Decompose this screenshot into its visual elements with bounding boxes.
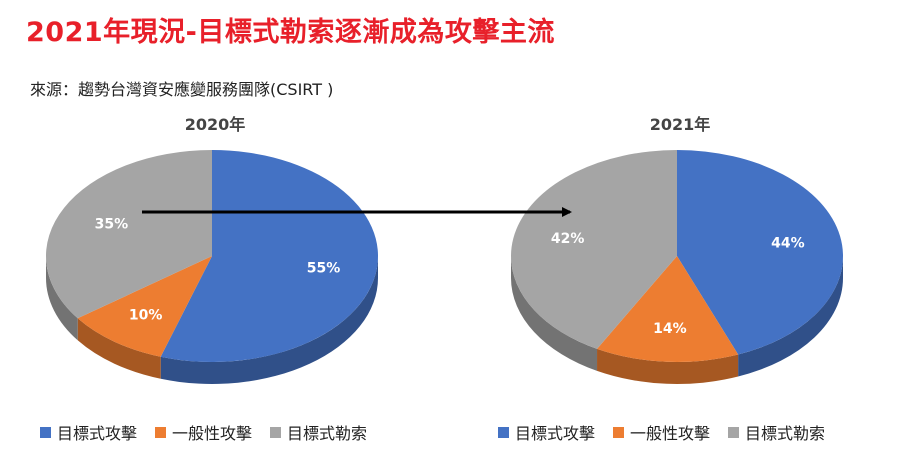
pie-slice-一般性攻擊 <box>597 256 739 362</box>
legend-label: 一般性攻擊 <box>630 424 711 443</box>
data-label: 35% <box>95 216 129 232</box>
legend-swatch-orange <box>155 426 167 438</box>
legend-item-targeted-ransom: 目標式勒索 <box>728 420 825 444</box>
pie-side-一般性攻擊 <box>77 318 161 379</box>
data-label: 55% <box>307 260 341 276</box>
pie-slice-目標式勒索 <box>45 150 212 319</box>
legend-swatch-gray <box>270 426 282 438</box>
pie-slice-一般性攻擊 <box>77 256 212 357</box>
pie-side-目標式勒索 <box>46 256 78 341</box>
legend-label: 目標式攻擊 <box>57 424 138 443</box>
pie-chart-2021: 2021年 44% 14% 42% <box>505 114 855 420</box>
chart-title-2021: 2021年 <box>649 115 711 134</box>
legend-label: 目標式勒索 <box>745 424 826 443</box>
data-label: 42% <box>551 231 585 247</box>
chart-title-2020: 2020年 <box>184 115 246 134</box>
pie-side-目標式攻擊 <box>160 256 378 384</box>
page-title: 2021年現況-目標式勒索逐漸成為攻擊主流 <box>26 17 555 48</box>
pie-side-一般性攻擊 <box>597 348 739 384</box>
pie-side-walls <box>511 256 843 384</box>
data-label: 10% <box>129 307 163 323</box>
legend-label: 一般性攻擊 <box>172 424 253 443</box>
legend-2020: 目標式攻擊 一般性攻擊 目標式勒索 <box>40 420 367 444</box>
legend-item-general-attack: 一般性攻擊 <box>155 420 252 444</box>
legend-label: 目標式勒索 <box>287 424 368 443</box>
pie-side-walls <box>46 256 378 384</box>
data-label: 44% <box>771 235 805 251</box>
legend-label: 目標式攻擊 <box>515 424 596 443</box>
pie-side-目標式勒索 <box>511 256 598 371</box>
legend-2021: 目標式攻擊 一般性攻擊 目標式勒索 <box>498 420 825 444</box>
legend-item-general-attack: 一般性攻擊 <box>613 420 710 444</box>
pie-slice-目標式攻擊 <box>677 150 844 355</box>
legend-item-targeted-attack: 目標式攻擊 <box>40 420 137 444</box>
legend-swatch-blue <box>40 426 51 438</box>
pie-top-faces <box>45 150 378 362</box>
pie-slice-目標式勒索 <box>511 150 677 349</box>
pie-top-faces <box>511 150 844 362</box>
pie-slice-目標式攻擊 <box>160 150 378 362</box>
legend-swatch-blue <box>498 426 509 438</box>
data-label: 14% <box>653 321 687 337</box>
source-note: 來源：趨勢台灣資安應變服務團隊(CSIRT ) <box>30 80 334 99</box>
legend-swatch-orange <box>613 426 625 438</box>
pie-2021-svg: 44% 14% 42% <box>511 150 844 384</box>
legend-item-targeted-attack: 目標式攻擊 <box>498 420 595 444</box>
pie-chart-2020: 2020年 55% 10% 35% <box>40 114 390 420</box>
legend-swatch-gray <box>728 426 740 438</box>
legend-item-targeted-ransom: 目標式勒索 <box>270 420 367 444</box>
pie-2020-svg: 55% 10% 35% <box>45 150 378 384</box>
pie-side-目標式攻擊 <box>738 256 843 377</box>
